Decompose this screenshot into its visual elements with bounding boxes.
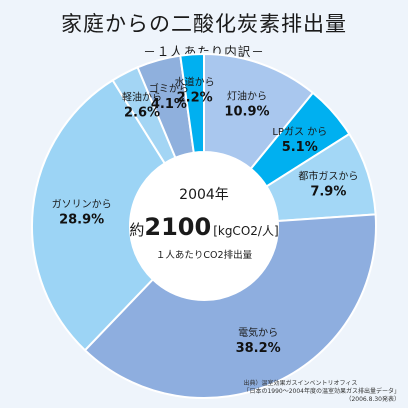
slice-percent: 10.9% — [224, 105, 269, 120]
source-line-3: （2006.8.30発表） — [345, 396, 400, 403]
slice-percent: 2.2% — [177, 91, 213, 106]
center-value: 2100 — [144, 213, 211, 241]
center-note: １人あたりCO2排出量 — [156, 249, 253, 261]
center-total: 約2100 [kgCO2/人] — [129, 213, 278, 241]
source-note: 出典）温室効果ガスインベントリオフィス 「日本の1990～2004年度の温室効果… — [243, 380, 400, 404]
slice-percent: 38.2% — [236, 341, 281, 356]
slice-label: 軽油から — [122, 90, 162, 103]
slice-percent: 7.9% — [310, 184, 346, 199]
slice-label: LPガス から — [272, 126, 327, 138]
slice-percent: 28.9% — [59, 212, 104, 227]
slice-percent: 4.1% — [151, 97, 187, 112]
center-prefix: 約 — [129, 221, 144, 239]
chart-title: 家庭からの二酸化炭素排出量 — [61, 12, 347, 36]
slice-label: 電気から — [238, 326, 278, 339]
center-unit: [kgCO2/人] — [213, 224, 278, 238]
slice-label: ゴミから — [149, 82, 189, 95]
slice-label: 水道から — [175, 76, 215, 89]
chart-subtitle: －１人あたり内訳－ — [143, 44, 265, 59]
slice-percent: 2.6% — [124, 105, 160, 120]
slice-label: 都市ガスから — [298, 169, 358, 182]
source-line-1: 出典）温室効果ガスインベントリオフィス — [243, 380, 358, 387]
slice-percent: 5.1% — [282, 140, 318, 155]
donut-hole — [130, 152, 278, 300]
slice-label: 灯油から — [227, 90, 267, 103]
source-line-2: 「日本の1990～2004年度の温室効果ガス排出量データ」 — [243, 388, 400, 395]
center-year: 2004年 — [179, 187, 229, 203]
slice-label: ガソリンから — [52, 198, 112, 210]
